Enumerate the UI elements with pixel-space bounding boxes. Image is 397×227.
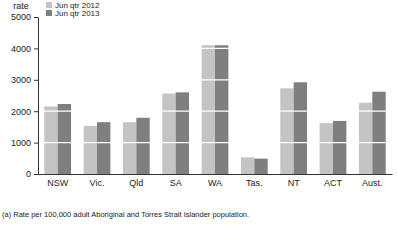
tick: 2000	[11, 107, 38, 117]
tick-label: 2000	[11, 107, 31, 117]
tick: 3000	[11, 75, 38, 85]
axis-title: rate	[13, 1, 29, 11]
axis-line	[39, 174, 393, 175]
bar	[176, 92, 189, 174]
bar	[58, 104, 71, 174]
tick: Tas.	[246, 174, 263, 188]
tick-label: 3000	[11, 75, 31, 85]
tick-label: ACT	[324, 178, 343, 188]
tick-mark	[34, 111, 38, 112]
grid-line	[38, 79, 392, 80]
chart: 010002000300040005000NSWVic.QldSAWATas.N…	[0, 0, 397, 227]
bars	[38, 17, 392, 174]
plot: 010002000300040005000NSWVic.QldSAWATas.N…	[11, 12, 393, 188]
axis-line	[38, 18, 39, 175]
tick-mark	[34, 17, 38, 18]
tick-label: 5000	[11, 12, 31, 22]
tick-mark	[34, 48, 38, 49]
grid-line	[38, 111, 392, 112]
x-axis: NSW Vic. Qld SA WA Tas. NT ACT Aust.	[39, 174, 393, 188]
tick-label: NSW	[47, 178, 69, 188]
tick-label: Qld	[129, 178, 143, 188]
tick-label: NT	[288, 178, 300, 188]
tick-label: Vic.	[90, 178, 105, 188]
bar	[359, 103, 372, 174]
legend: Jun qtr 2012Jun qtr 2013	[46, 1, 100, 18]
tick: ACT	[324, 174, 343, 188]
bar	[280, 88, 293, 174]
bar	[333, 121, 346, 174]
tick: WA	[208, 174, 222, 188]
legend-swatch	[46, 10, 52, 16]
bar	[136, 118, 149, 174]
tick-label: Aust.	[362, 178, 383, 188]
legend-swatch	[46, 2, 52, 8]
bar	[372, 92, 385, 174]
legend-label: Jun qtr 2013	[55, 9, 100, 18]
tick-mark	[34, 80, 38, 81]
tick: 1000	[11, 138, 38, 148]
tick-label: 0	[26, 169, 31, 179]
bar	[320, 123, 333, 174]
tick: 5000	[11, 12, 38, 22]
tick: NSW	[47, 174, 69, 188]
bar	[97, 122, 110, 174]
grid-line	[38, 142, 392, 143]
tick: SA	[170, 174, 182, 188]
bar	[215, 45, 228, 174]
tick: 0	[26, 169, 38, 179]
tick-mark	[34, 174, 38, 175]
y-axis: 0 1000 2000 3000 4000 5000	[11, 12, 39, 179]
tick-label: WA	[208, 178, 222, 188]
tick: Aust.	[362, 174, 383, 188]
bar	[254, 159, 267, 174]
bar	[44, 106, 57, 174]
tick: 4000	[11, 44, 38, 54]
tick-label: 4000	[11, 44, 31, 54]
tick-label: 1000	[11, 138, 31, 148]
bar	[294, 82, 307, 174]
bar	[84, 126, 97, 174]
tick: NT	[288, 174, 300, 188]
grid-line	[38, 48, 392, 49]
bar	[241, 157, 254, 174]
tick: Vic.	[90, 174, 105, 188]
bar	[123, 122, 136, 174]
footnote: (a) Rate per 100,000 adult Aboriginal an…	[2, 210, 249, 219]
tick-mark	[34, 143, 38, 144]
bar	[162, 94, 175, 174]
bar	[202, 45, 215, 174]
tick-label: SA	[170, 178, 182, 188]
tick-label: Tas.	[246, 178, 263, 188]
tick: Qld	[129, 174, 143, 188]
